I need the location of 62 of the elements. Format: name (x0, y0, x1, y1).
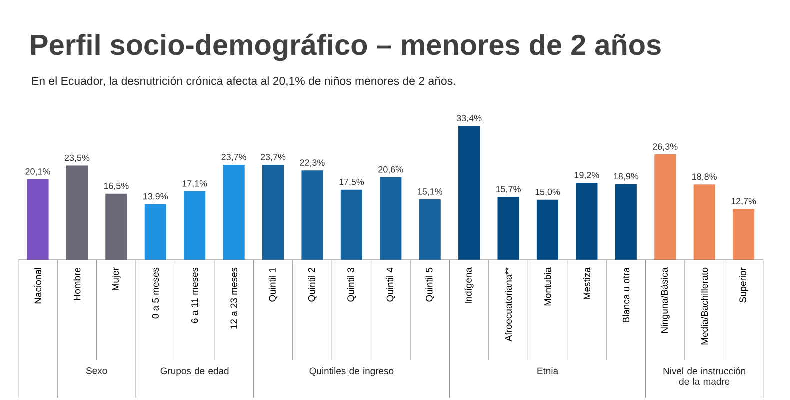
data-label: 15,1% (418, 188, 443, 196)
x-tick-label: Quintil 2 (308, 268, 317, 302)
x-tick-label: Quintil 4 (386, 268, 396, 302)
x-tick-label: Indígena (464, 268, 474, 304)
x-tick-label: Nacional (34, 268, 42, 304)
data-label: 13,9% (144, 193, 168, 201)
x-tick-label: Afroecuatoriana** (505, 268, 512, 342)
data-label: 19,2% (574, 172, 600, 180)
bar (694, 184, 716, 260)
data-label: 23,7% (261, 154, 286, 162)
text: Nivel de instrucción de la madre (664, 368, 746, 386)
chart-subtitle: En el Ecuador, la desnutrición crónica afecta al 20,1% de niños menores de 2 años. (32, 76, 456, 86)
x-tick-label: Mujer (112, 268, 121, 290)
data-label: 23,5% (64, 154, 90, 162)
data-label: 23,7% (222, 154, 246, 162)
data-label: 18,9% (614, 173, 639, 181)
bar (419, 199, 441, 260)
bar (498, 197, 520, 260)
x-tick-label: Quintil 5 (426, 268, 434, 302)
bar (380, 177, 402, 260)
data-label: 15,7% (496, 186, 521, 194)
data-label: 22,3% (300, 160, 325, 168)
bar (340, 190, 362, 260)
x-tick-label: Hombre (74, 268, 81, 300)
x-tick-label: Montubia (544, 268, 552, 306)
text: Sexo (86, 368, 108, 374)
data-label: 20,6% (378, 166, 404, 174)
x-tick-label: Quintil 3 (347, 268, 356, 302)
data-label: 15,0% (536, 188, 560, 196)
bar (536, 200, 559, 260)
x-tick-label: Superior (739, 268, 748, 303)
data-label: 20,1% (26, 168, 50, 176)
bar (576, 183, 598, 260)
x-tick-label: Mestiza (583, 268, 590, 300)
bar (223, 164, 245, 260)
data-label: 33,4% (456, 115, 482, 123)
data-label: 26,3% (653, 144, 678, 152)
x-tick-label: 6 a 11 meses (192, 268, 198, 324)
bar (615, 184, 637, 260)
bar (262, 164, 284, 260)
bar (733, 209, 755, 260)
x-tick-label: 0 a 5 meses (152, 268, 159, 319)
x-tick-label: Media/Bachillerato (701, 268, 708, 345)
text: Quintiles de ingreso (310, 368, 394, 376)
x-tick-label: Ninguna/Básica (660, 268, 670, 334)
x-tick-label: Quintil 1 (268, 268, 278, 302)
chart-title: Perfil socio-demográfico – menores de 2 años (31, 34, 661, 62)
bar (27, 179, 49, 260)
text: Grupos de edad (160, 368, 229, 376)
data-label: 12,7% (732, 198, 756, 206)
data-label: 17,5% (340, 178, 364, 186)
bar (654, 154, 676, 260)
bar (458, 126, 480, 260)
text: Etnia (538, 368, 559, 374)
data-label: 16,5% (104, 182, 129, 190)
bar (302, 170, 324, 260)
data-label: 18,8% (692, 174, 717, 182)
data-label: 17,1% (182, 180, 208, 188)
x-tick-label: Blanca u otra (622, 268, 630, 323)
bar (144, 204, 166, 260)
x-tick-label: 12 a 23 meses (230, 268, 238, 329)
bar (184, 191, 206, 260)
